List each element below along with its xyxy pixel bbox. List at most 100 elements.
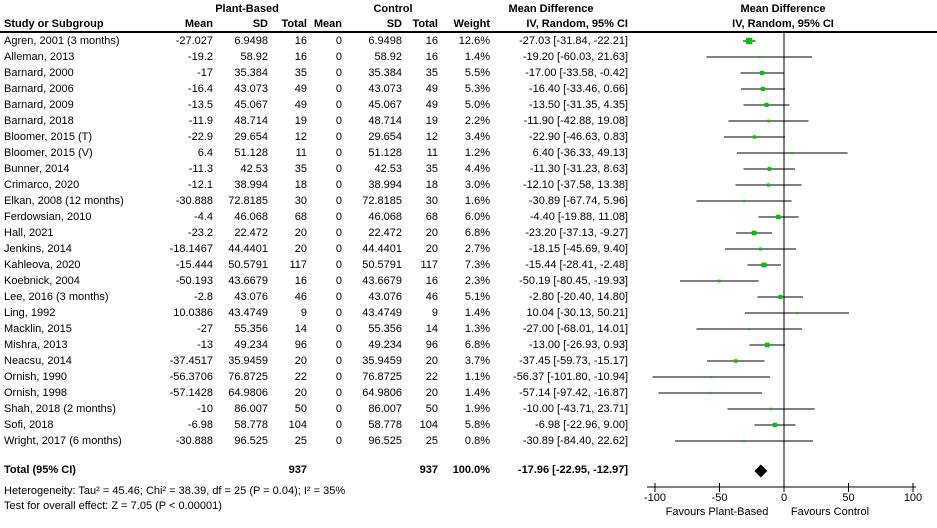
ci-text: -22.90 [-46.63, 0.83] (528, 131, 628, 143)
plant-total: 35 (294, 163, 307, 175)
control-mean: 0 (335, 307, 342, 319)
plant-sd: 58.92 (240, 51, 268, 63)
ci-text: -2.80 [-20.40, 14.80] (528, 291, 628, 303)
weight: 1.4% (464, 307, 490, 319)
control-sd: 58.92 (374, 51, 402, 63)
control-mean: 0 (335, 99, 342, 111)
column-header-mean-plant: Mean (184, 18, 213, 30)
total-ci-text: -17.96 [-22.95, -12.97] (517, 464, 628, 476)
ci-text: -11.30 [-31.23, 8.63] (529, 163, 628, 175)
header-separator-line (0, 31, 937, 33)
control-sd: 43.6679 (362, 275, 402, 287)
plant-total: 16 (294, 275, 307, 287)
control-mean: 0 (335, 51, 342, 63)
study-label: Ornish, 1998 (4, 387, 67, 399)
control-total: 20 (425, 387, 438, 399)
column-header-sd-control: SD (386, 18, 402, 30)
study-label: Kahleova, 2020 (4, 259, 81, 271)
plant-mean: -2.8 (194, 291, 213, 303)
effect-marker (758, 55, 761, 59)
control-sd: 51.128 (368, 147, 402, 159)
effect-marker (752, 135, 757, 139)
study-label: Alleman, 2013 (4, 51, 75, 63)
ci-text: -50.19 [-80.45, -19.93] (519, 275, 628, 287)
column-header-weight: Weight (453, 18, 490, 30)
weight: 2.7% (464, 243, 490, 255)
column-header-total-plant: Total (281, 18, 307, 30)
mean-difference-plot-header: Mean Difference (740, 3, 826, 15)
effect-marker (767, 119, 770, 123)
effect-marker (761, 262, 767, 268)
study-label: Barnard, 2009 (4, 99, 74, 111)
control-sd: 42.53 (374, 163, 402, 175)
pooled-diamond (754, 464, 768, 478)
plant-sd: 51.128 (234, 147, 268, 159)
plant-mean: -18.1467 (169, 243, 213, 255)
control-sd: 48.714 (368, 115, 402, 127)
plant-total: 35 (294, 67, 307, 79)
plant-mean: -57.1428 (169, 387, 213, 399)
control-sd: 35.384 (368, 67, 402, 79)
effect-marker (795, 311, 799, 315)
plant-total: 49 (294, 83, 307, 95)
study-label: Bunner, 2014 (4, 163, 70, 175)
control-mean: 0 (335, 259, 342, 271)
weight: 1.4% (464, 387, 490, 399)
effect-marker (733, 359, 738, 363)
weight: 1.6% (464, 195, 490, 207)
control-mean: 0 (335, 227, 342, 239)
control-mean: 0 (335, 83, 342, 95)
plant-mean: -12.1 (187, 179, 213, 191)
plant-total: 18 (294, 179, 307, 191)
study-label: Sofi, 2018 (4, 419, 54, 431)
effect-marker (760, 86, 765, 92)
ci-text: -57.14 [-97.42, -16.87] (519, 387, 628, 399)
plant-total: 9 (300, 307, 307, 319)
ci-text: -6.98 [-22.96, 9.00] (535, 419, 628, 431)
axis-tick-label: 50 (842, 492, 854, 504)
control-sd: 50.5791 (362, 259, 402, 271)
plant-total: 14 (294, 323, 307, 335)
effect-marker (710, 376, 713, 378)
control-mean: 0 (335, 339, 342, 351)
plant-sd: 43.076 (234, 291, 268, 303)
control-total: 104 (419, 419, 438, 431)
study-label: Crimarco, 2020 (4, 179, 80, 191)
plant-total: 16 (294, 35, 307, 47)
axis-tick-label: -100 (644, 492, 666, 504)
control-mean: 0 (335, 243, 342, 255)
plant-mean: -50.193 (175, 275, 213, 287)
control-mean: 0 (335, 147, 342, 159)
effect-marker (751, 230, 757, 236)
weight: 5.3% (464, 83, 490, 95)
plant-total: 20 (294, 227, 307, 239)
plant-mean: 6.4 (197, 147, 213, 159)
control-total: 12 (425, 131, 438, 143)
plant-mean: -15.444 (175, 259, 213, 271)
plant-total: 50 (294, 403, 307, 415)
total-label: Total (95% CI) (4, 464, 76, 476)
control-total: 20 (425, 227, 438, 239)
effect-marker (743, 440, 746, 442)
weight: 1.3% (464, 323, 490, 335)
plant-sd: 64.9806 (228, 387, 268, 399)
control-mean: 0 (335, 355, 342, 367)
column-header-total-control: Total (412, 18, 438, 30)
effect-marker (769, 407, 773, 411)
weight: 5.1% (464, 291, 490, 303)
plant-sd: 49.234 (234, 339, 268, 351)
plant-total: 30 (294, 195, 307, 207)
weight: 3.0% (464, 179, 490, 191)
effect-marker (766, 183, 770, 187)
plant-sd: 44.4401 (228, 243, 268, 255)
plant-sd: 86.007 (234, 403, 268, 415)
effect-marker (709, 391, 712, 395)
control-total: 50 (425, 403, 438, 415)
weight: 2.3% (464, 275, 490, 287)
control-sd: 58.778 (368, 419, 402, 431)
total-n-control: 937 (419, 464, 438, 476)
effect-marker (767, 167, 772, 171)
effect-marker (776, 214, 781, 220)
plant-total: 19 (294, 115, 307, 127)
plant-total: 16 (294, 51, 307, 63)
